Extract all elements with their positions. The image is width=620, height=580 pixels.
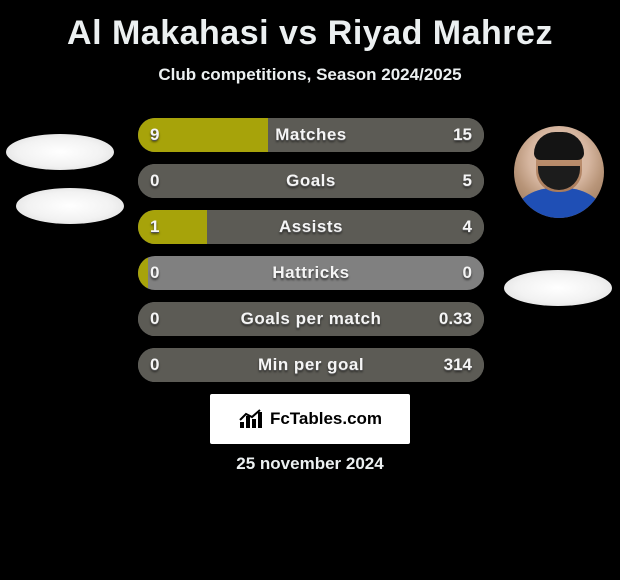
player-right-avatar xyxy=(514,126,604,218)
stat-row: 915Matches xyxy=(138,118,484,152)
bar-label: Min per goal xyxy=(138,348,484,382)
stat-row: 00.33Goals per match xyxy=(138,302,484,336)
player-left-placeholder-1 xyxy=(6,134,114,170)
date-text: 25 november 2024 xyxy=(0,454,620,474)
bar-label: Goals xyxy=(138,164,484,198)
stat-row: 00Hattricks xyxy=(138,256,484,290)
stat-row: 0314Min per goal xyxy=(138,348,484,382)
brand-badge: FcTables.com xyxy=(210,394,410,444)
bar-label: Matches xyxy=(138,118,484,152)
player-left-placeholder-2 xyxy=(16,188,124,224)
stat-row: 05Goals xyxy=(138,164,484,198)
brand-text: FcTables.com xyxy=(270,409,382,429)
player-right-placeholder xyxy=(504,270,612,306)
subtitle: Club competitions, Season 2024/2025 xyxy=(0,65,620,85)
stat-row: 14Assists xyxy=(138,210,484,244)
brand-chart-icon xyxy=(238,408,264,430)
comparison-chart: 915Matches 05Goals 14Assists 00Hattricks 00.… xyxy=(0,118,620,394)
page-title: Al Makahasi vs Riyad Mahrez xyxy=(0,0,620,53)
bar-label: Assists xyxy=(138,210,484,244)
bar-label: Goals per match xyxy=(138,302,484,336)
bar-label: Hattricks xyxy=(138,256,484,290)
